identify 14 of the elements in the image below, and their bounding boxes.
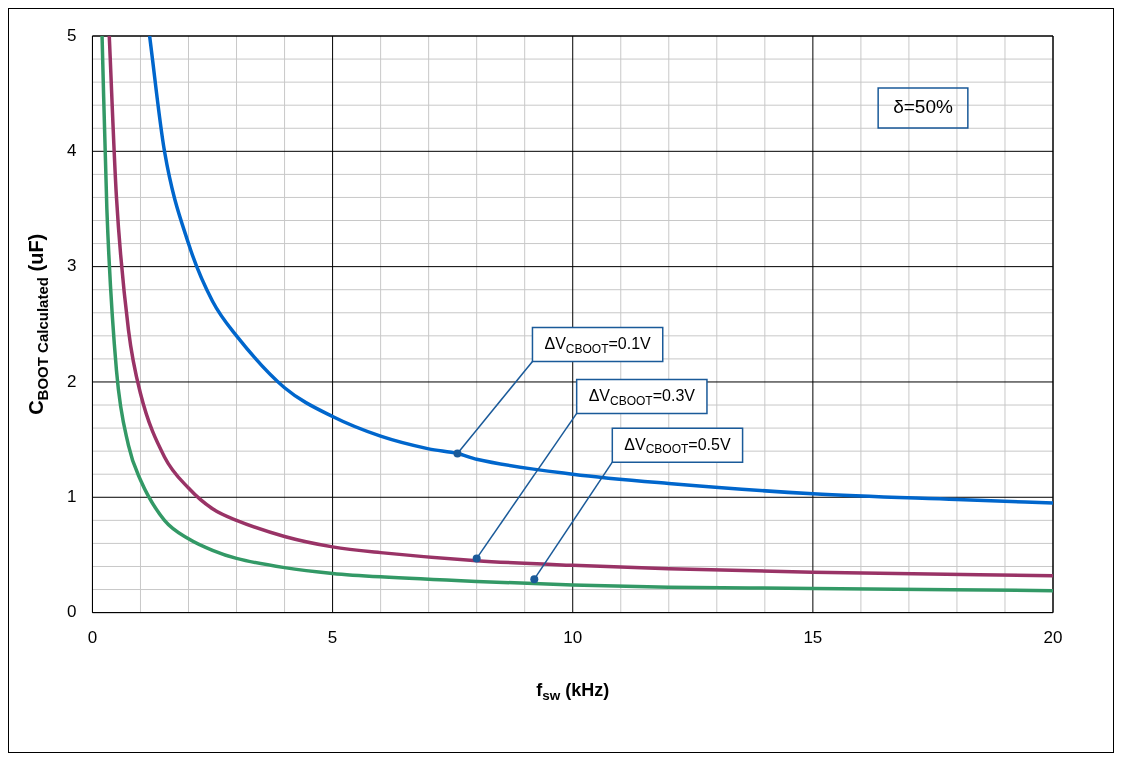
- y-axis-title: CBOOT Calculated (uF): [24, 233, 51, 415]
- y-tick-label: 1: [66, 486, 77, 506]
- y-tick-label: 5: [66, 25, 77, 45]
- y-tick-label: 4: [66, 141, 77, 161]
- x-tick-label: 20: [1043, 628, 1063, 648]
- annotation: δ=50%: [893, 96, 953, 118]
- y-tick-label: 2: [66, 371, 77, 391]
- x-tick-label: 10: [563, 628, 583, 648]
- x-tick-label: 5: [327, 628, 338, 648]
- line-series: [147, 36, 1053, 505]
- x-tick-label: 15: [803, 628, 823, 648]
- y-tick-label: 0: [66, 602, 77, 622]
- y-tick-label: 3: [66, 256, 77, 276]
- x-tick-label: 0: [87, 628, 98, 648]
